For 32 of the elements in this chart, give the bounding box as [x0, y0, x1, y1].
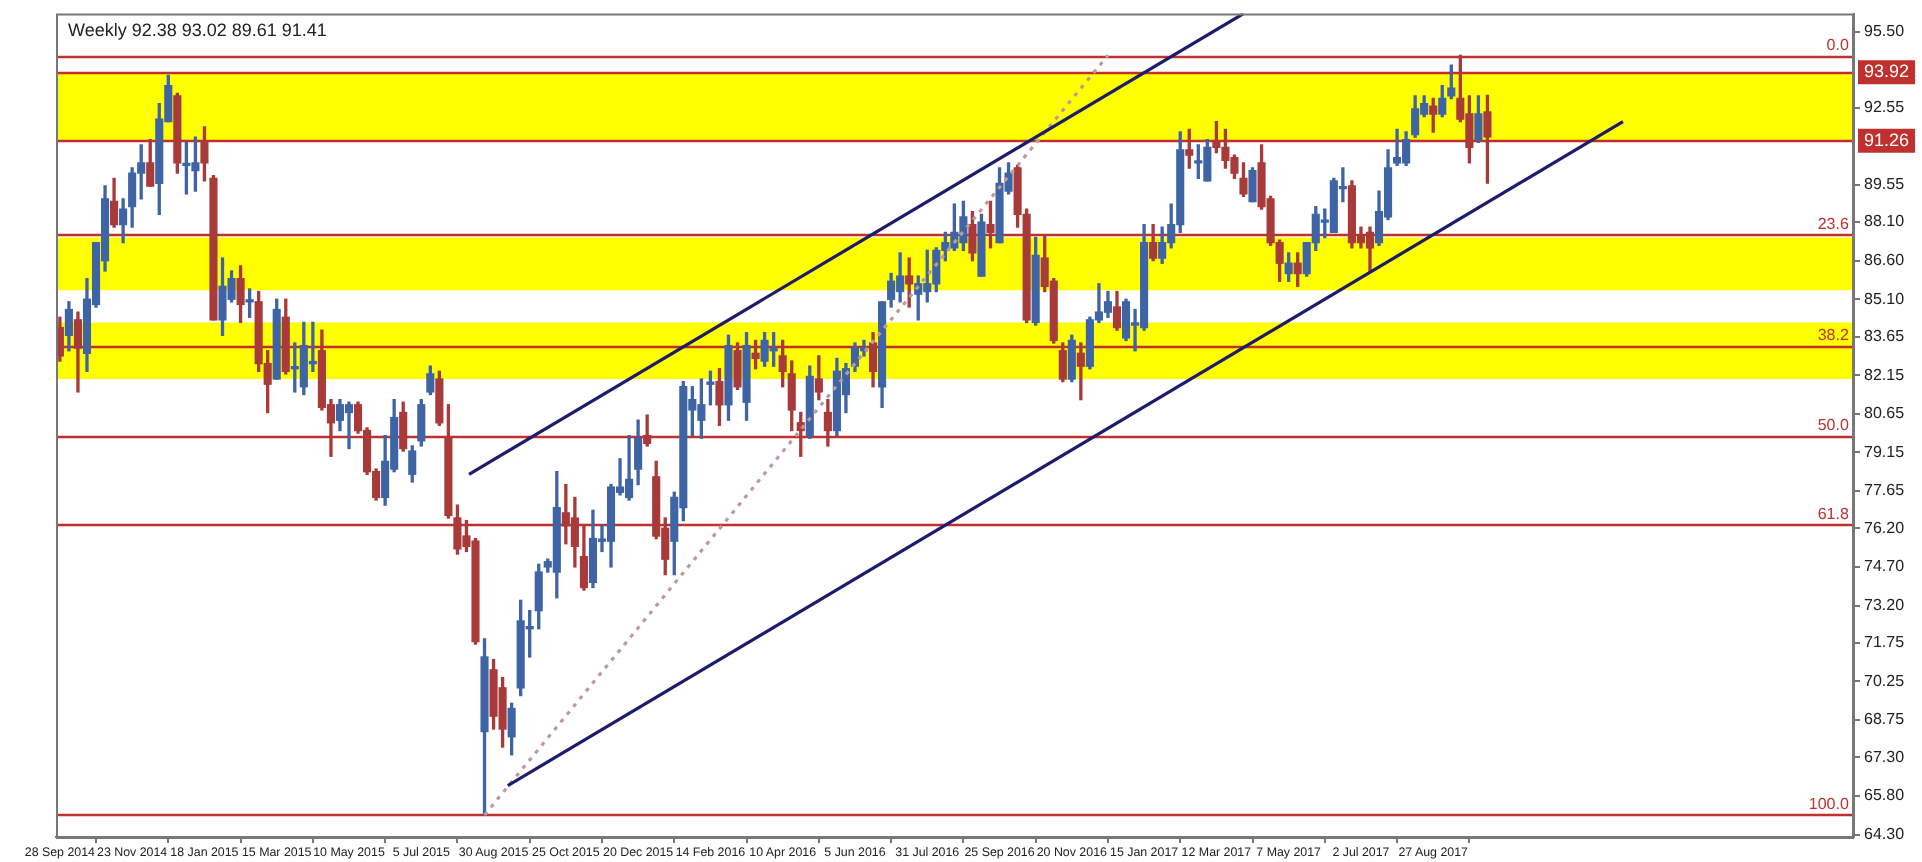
annotation: 61.8 [1817, 505, 1850, 524]
y-tick-label: 79.15 [1864, 442, 1906, 461]
y-tick-label: 70.25 [1864, 671, 1906, 690]
y-tick-label: 77.65 [1864, 481, 1906, 500]
candlestick [1076, 342, 1085, 401]
y-tick-label: 67.30 [1864, 747, 1906, 766]
y-tick-label: 92.55 [1864, 97, 1906, 116]
annotation: 50.0 [1817, 415, 1850, 434]
annotation: 0.0 [1826, 35, 1850, 54]
y-tick-label: 86.60 [1864, 251, 1906, 270]
annotation: 23.6 [1817, 215, 1850, 234]
y-tick-label: 82.15 [1864, 365, 1906, 384]
y-tick-label: 83.65 [1864, 326, 1906, 345]
candlestick [344, 401, 354, 450]
y-tick-label: 65.80 [1864, 786, 1906, 805]
y-tick-label: 88.10 [1864, 212, 1906, 231]
y-tick-label: 85.10 [1864, 289, 1906, 308]
y-tick-label: 89.55 [1864, 175, 1906, 194]
ref-line-label: 93.92 [1864, 61, 1910, 82]
ref-line-label: 91.26 [1864, 129, 1910, 150]
y-tick-label: 95.50 [1864, 22, 1906, 41]
y-tick-label: 71.75 [1864, 633, 1906, 652]
y-tick-label: 74.70 [1864, 557, 1906, 576]
y-tick-label: 68.75 [1864, 710, 1906, 729]
annotation: 100.0 [1808, 795, 1850, 814]
y-tick-label: 80.65 [1864, 404, 1906, 423]
candlestick [643, 414, 652, 447]
y-tick-label: 64.30 [1864, 824, 1906, 843]
chart-title: Weekly 92.38 93.02 89.61 91.41 [68, 19, 327, 40]
y-tick-label: 76.20 [1864, 518, 1906, 537]
annotation: 38.2 [1817, 325, 1850, 344]
y-tick-label: 73.20 [1864, 595, 1906, 614]
